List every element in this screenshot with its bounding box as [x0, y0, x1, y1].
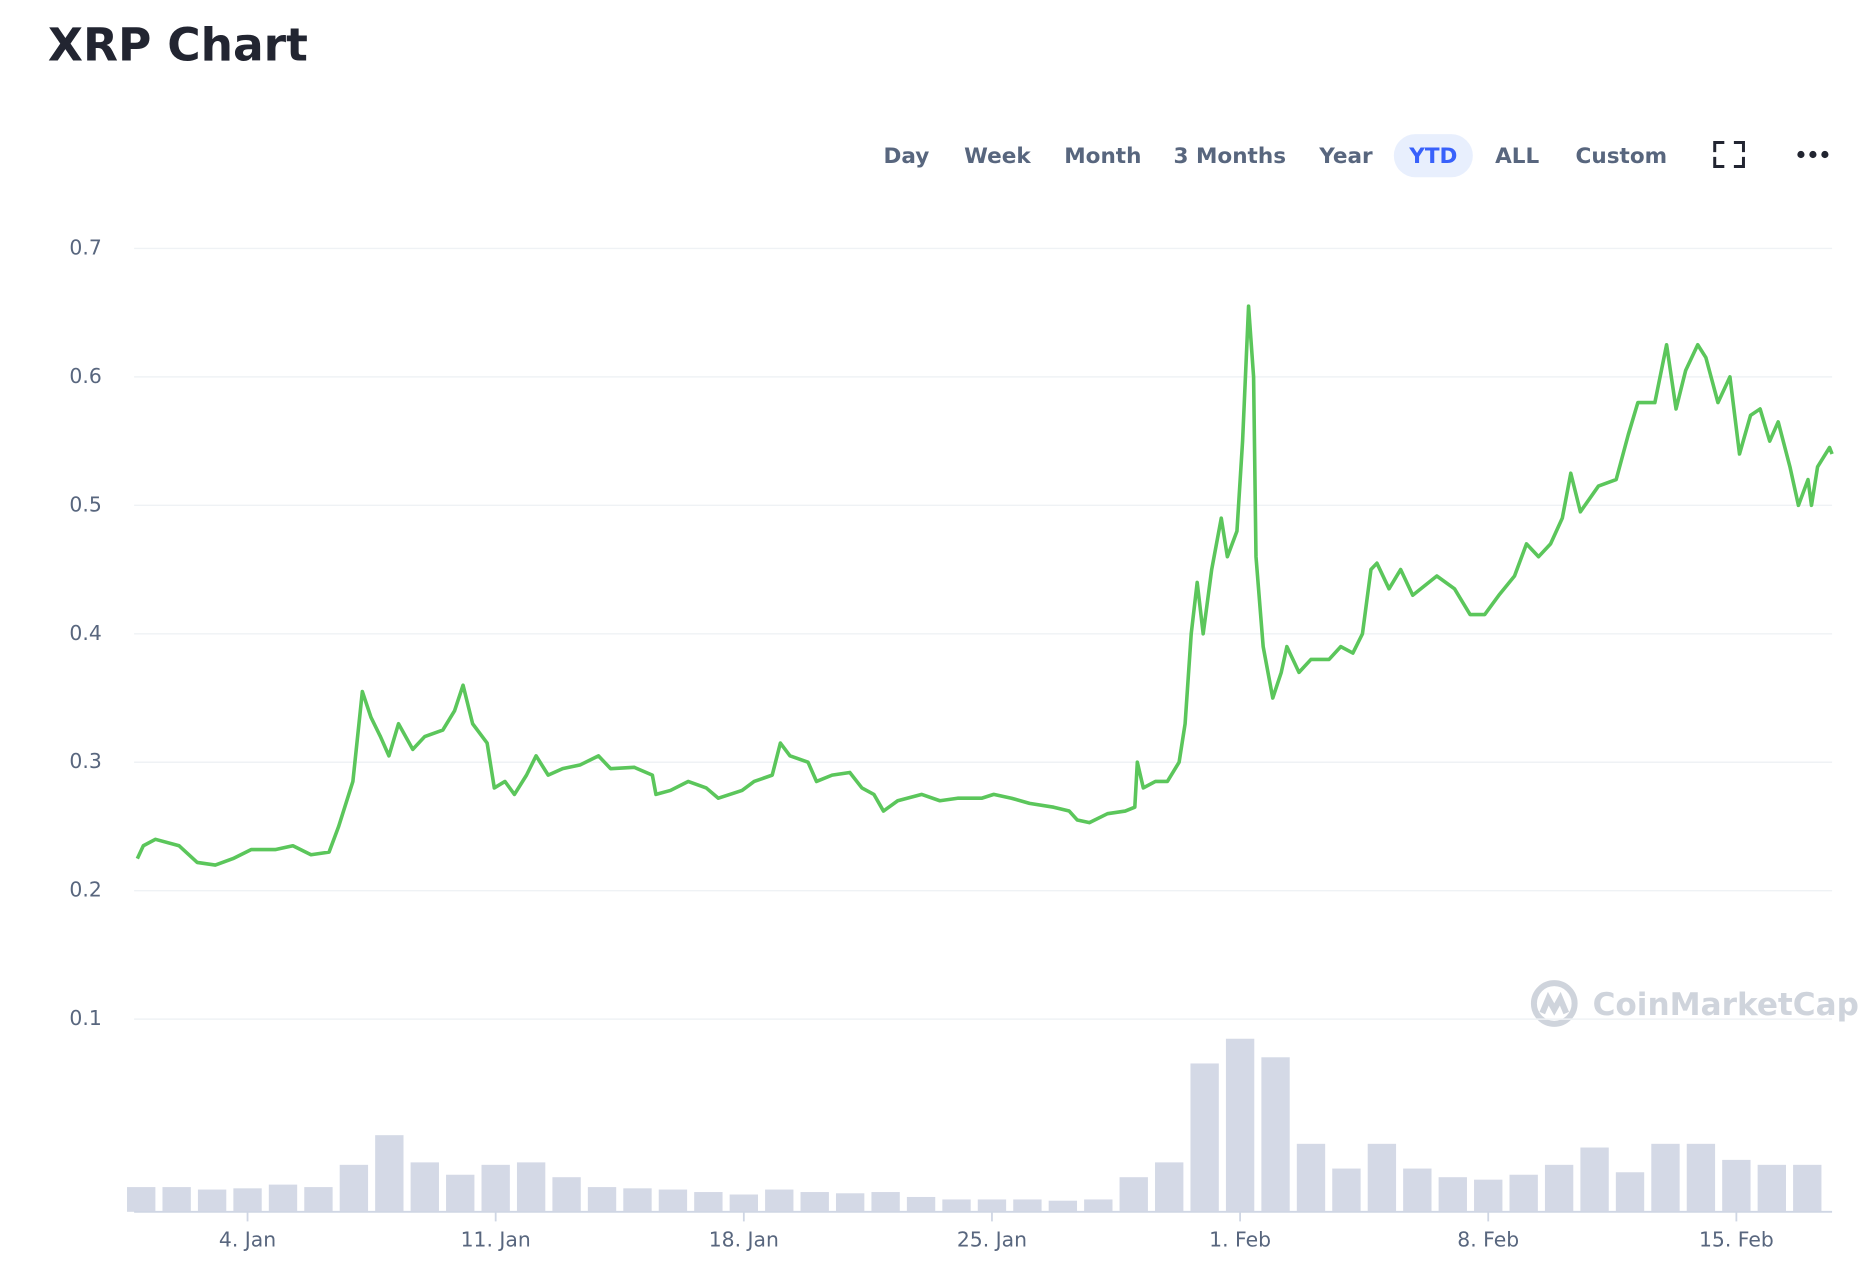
fullscreen-icon[interactable]: [1713, 141, 1745, 168]
volume-bar: [694, 1192, 723, 1212]
volume-bar: [127, 1187, 156, 1212]
range-button[interactable]: 3 Months: [1173, 144, 1286, 169]
volume-bar: [1013, 1199, 1042, 1212]
range-button[interactable]: Custom: [1576, 144, 1668, 169]
volume-bar: [1261, 1057, 1290, 1212]
active-range-bg: [1393, 134, 1473, 178]
y-tick-label: 0.7: [69, 235, 101, 259]
page-title: XRP Chart: [48, 18, 308, 71]
range-button[interactable]: Week: [964, 144, 1031, 169]
volume-bar: [1438, 1177, 1467, 1212]
range-button[interactable]: ALL: [1495, 144, 1539, 169]
volume-bar: [623, 1188, 652, 1212]
x-tick-label: 1. Feb: [1209, 1228, 1271, 1252]
y-tick-label: 0.1: [69, 1006, 101, 1030]
volume-bar: [587, 1187, 617, 1212]
x-tick-label: 25. Jan: [957, 1228, 1027, 1252]
volume-bar: [658, 1189, 688, 1212]
volume-bar: [1757, 1164, 1786, 1212]
volume-bar: [1084, 1199, 1113, 1212]
volume-bar: [942, 1199, 971, 1212]
volume-bar: [375, 1135, 404, 1212]
volume-bar: [1119, 1177, 1148, 1212]
volume-bar: [800, 1192, 829, 1212]
y-tick-label: 0.4: [69, 621, 101, 645]
range-button[interactable]: Month: [1064, 144, 1141, 169]
x-tick-label: 11. Jan: [461, 1228, 531, 1252]
volume-bar: [1367, 1143, 1397, 1212]
volume-bar: [481, 1164, 510, 1212]
volume-bar: [977, 1199, 1007, 1212]
watermark-logo: [1530, 980, 1578, 1027]
range-button[interactable]: Day: [884, 144, 930, 169]
volume-bar: [1544, 1164, 1574, 1212]
volume-bar: [339, 1164, 369, 1212]
y-tick-label: 0.5: [69, 492, 101, 516]
range-button[interactable]: Year: [1318, 144, 1373, 169]
volume-bar: [729, 1194, 758, 1212]
y-tick-label: 0.3: [69, 749, 101, 773]
volume-bar: [1225, 1038, 1255, 1212]
volume-bar: [1403, 1168, 1432, 1212]
volume-bar: [268, 1184, 298, 1212]
volume-bar: [1509, 1174, 1538, 1212]
volume-bar: [162, 1187, 191, 1212]
y-tick-label: 0.6: [69, 364, 101, 388]
volume-bar: [1296, 1143, 1326, 1212]
volume-bar: [871, 1192, 900, 1212]
volume-bar: [765, 1189, 794, 1212]
volume-bar: [410, 1162, 439, 1212]
volume-bar: [1615, 1172, 1645, 1212]
volume-bar: [1580, 1147, 1609, 1212]
volume-bar: [1651, 1143, 1680, 1212]
volume-bar: [835, 1193, 865, 1212]
volume-bar: [552, 1177, 581, 1212]
watermark: CoinMarketCap: [1593, 987, 1859, 1023]
volume-bar: [1722, 1159, 1751, 1212]
volume-bar: [1155, 1162, 1184, 1212]
volume-bar: [1190, 1063, 1219, 1212]
price-line: [135, 304, 1834, 867]
volume-bar: [1793, 1164, 1822, 1212]
volume-bar: [446, 1174, 475, 1212]
y-tick-label: 0.2: [69, 878, 101, 902]
x-tick-label: 15. Feb: [1699, 1228, 1774, 1252]
x-tick-label: 4. Jan: [219, 1228, 276, 1252]
volume-bar: [906, 1196, 936, 1212]
volume-bar: [1048, 1200, 1078, 1212]
volume-bar: [1474, 1179, 1503, 1212]
range-button[interactable]: YTD: [1408, 144, 1457, 169]
volume-bar: [233, 1188, 262, 1212]
range-controls: Day Week Month 3 Months Year YTD ALL Custom: [884, 134, 1668, 178]
more-icon[interactable]: [1797, 150, 1829, 159]
volume-bar: [1686, 1143, 1716, 1212]
volume-bar: [516, 1162, 546, 1212]
volume-bar: [197, 1189, 227, 1212]
x-tick-label: 8. Feb: [1457, 1228, 1519, 1252]
volume-bar: [304, 1187, 333, 1212]
volume-bar: [1332, 1168, 1361, 1212]
x-tick-label: 18. Jan: [709, 1228, 779, 1252]
